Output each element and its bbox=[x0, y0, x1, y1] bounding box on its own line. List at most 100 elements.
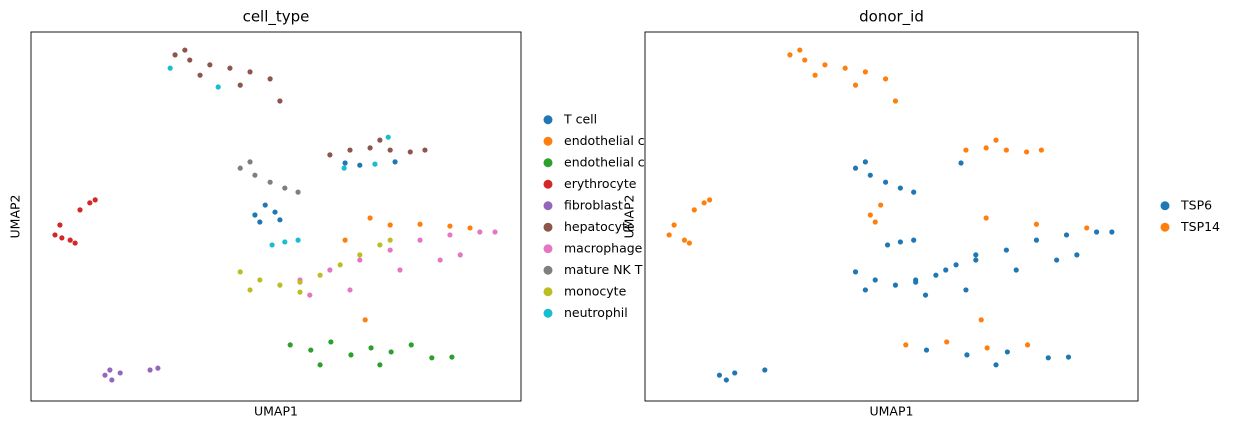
point bbox=[182, 47, 188, 53]
point bbox=[892, 282, 899, 288]
point bbox=[387, 237, 393, 243]
point bbox=[897, 185, 903, 191]
point bbox=[1109, 229, 1115, 235]
point bbox=[367, 145, 373, 151]
point bbox=[368, 345, 374, 351]
point bbox=[923, 347, 930, 353]
point bbox=[787, 52, 793, 58]
point bbox=[267, 179, 273, 185]
point bbox=[897, 239, 903, 245]
point bbox=[723, 377, 729, 383]
point bbox=[407, 149, 413, 155]
point bbox=[342, 160, 348, 166]
point bbox=[372, 161, 378, 167]
point bbox=[867, 172, 873, 178]
point bbox=[944, 339, 950, 345]
axes-frame bbox=[644, 31, 1139, 402]
point bbox=[1063, 232, 1070, 238]
x-axis-label: UMAP1 bbox=[254, 404, 298, 419]
point bbox=[429, 355, 435, 361]
point bbox=[262, 202, 268, 208]
legend-marker bbox=[543, 158, 553, 168]
point bbox=[92, 197, 98, 203]
point bbox=[57, 222, 63, 228]
point bbox=[362, 317, 368, 323]
point bbox=[958, 160, 964, 166]
point bbox=[862, 69, 868, 75]
point bbox=[197, 72, 203, 78]
point bbox=[385, 134, 391, 140]
point bbox=[993, 137, 999, 143]
point bbox=[348, 352, 354, 358]
point bbox=[172, 52, 178, 58]
point bbox=[1024, 342, 1031, 348]
point bbox=[913, 279, 919, 285]
point bbox=[247, 69, 253, 75]
point bbox=[852, 269, 859, 275]
point bbox=[422, 147, 428, 153]
point bbox=[328, 339, 334, 345]
point bbox=[437, 257, 443, 263]
point bbox=[867, 212, 873, 218]
point bbox=[993, 362, 999, 368]
point bbox=[882, 76, 889, 82]
legend-marker bbox=[1160, 222, 1170, 232]
point bbox=[267, 76, 273, 82]
point bbox=[67, 237, 73, 243]
point bbox=[686, 240, 692, 246]
point bbox=[377, 242, 383, 248]
chart-title: donor_id bbox=[859, 8, 924, 27]
point bbox=[802, 57, 808, 63]
point bbox=[457, 252, 463, 258]
point bbox=[347, 147, 353, 153]
point bbox=[297, 279, 303, 285]
point bbox=[387, 147, 393, 153]
point bbox=[277, 282, 283, 288]
point bbox=[666, 232, 672, 238]
point bbox=[852, 82, 859, 88]
point bbox=[187, 57, 193, 63]
point bbox=[252, 172, 258, 178]
point bbox=[842, 65, 848, 71]
point bbox=[257, 277, 263, 283]
point bbox=[822, 62, 828, 68]
legend-marker bbox=[543, 308, 553, 318]
point bbox=[943, 267, 949, 273]
axes-frame bbox=[30, 31, 522, 402]
point bbox=[59, 235, 65, 241]
chart-title: cell_type bbox=[243, 8, 310, 27]
point bbox=[357, 257, 363, 263]
point bbox=[447, 232, 453, 238]
legend-marker bbox=[543, 179, 553, 189]
point bbox=[963, 147, 969, 153]
point bbox=[408, 342, 414, 348]
point bbox=[878, 202, 884, 208]
point bbox=[1074, 252, 1080, 258]
point bbox=[87, 200, 93, 206]
point bbox=[911, 189, 917, 195]
point bbox=[911, 237, 917, 243]
point bbox=[295, 237, 301, 243]
point bbox=[872, 277, 878, 283]
legend-marker bbox=[543, 222, 553, 232]
point bbox=[341, 165, 347, 171]
point bbox=[107, 367, 113, 373]
point bbox=[237, 269, 243, 275]
legend-label: T cell bbox=[563, 111, 597, 126]
point bbox=[973, 252, 979, 258]
point bbox=[109, 377, 115, 383]
point bbox=[671, 222, 677, 228]
point bbox=[417, 221, 423, 227]
point bbox=[102, 372, 108, 378]
point bbox=[1004, 349, 1010, 355]
point bbox=[247, 159, 253, 165]
point bbox=[1003, 147, 1009, 153]
point bbox=[357, 252, 363, 258]
point bbox=[277, 217, 283, 223]
point bbox=[953, 262, 959, 268]
point bbox=[307, 292, 313, 298]
point bbox=[377, 137, 383, 143]
point bbox=[237, 82, 243, 88]
point bbox=[417, 237, 423, 243]
